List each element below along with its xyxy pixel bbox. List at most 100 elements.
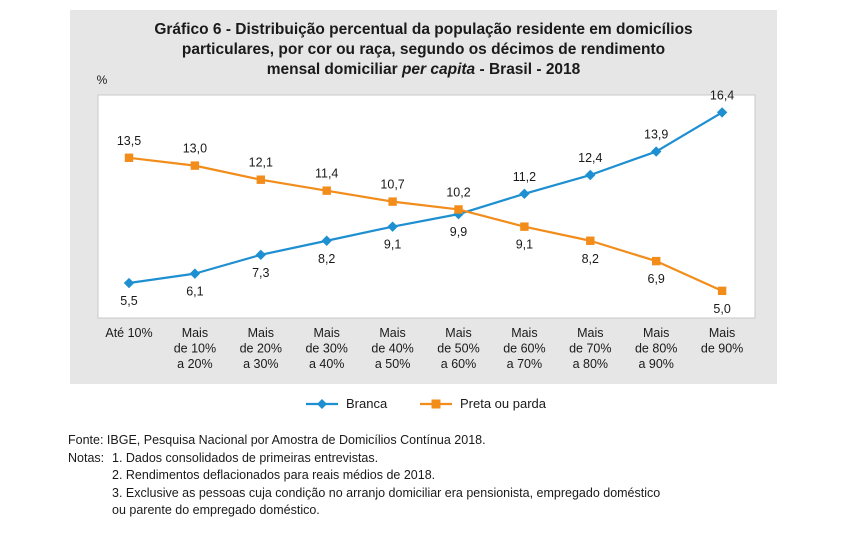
data-point-preta-ou-parda — [256, 175, 265, 184]
x-tick-label-line: Até 10% — [105, 326, 152, 340]
legend-swatch — [306, 398, 338, 409]
x-tick-label-line: a 40% — [309, 357, 344, 371]
data-label-branca: 13,9 — [644, 128, 668, 142]
data-label-preta-ou-parda: 10,2 — [446, 185, 470, 199]
legend-label: Branca — [346, 396, 388, 411]
data-point-preta-ou-parda — [520, 222, 529, 231]
x-tick-label-line: Mais — [511, 326, 537, 340]
x-tick-label-line: Mais — [313, 326, 339, 340]
data-point-preta-ou-parda — [652, 256, 661, 266]
legend-label: Preta ou parda — [460, 396, 547, 411]
legend-item-branca: Branca — [306, 396, 387, 411]
x-tick-label-line: Mais — [248, 326, 274, 340]
line-chart: %Até 10% Mais de 10% a 20%Mais de 20% a 30%Ma… — [97, 73, 756, 371]
x-tick-label-line: a 90% — [638, 357, 673, 371]
title-text: - Brasil - 2018 — [475, 61, 581, 78]
data-point-branca — [453, 208, 464, 220]
data-point-branca — [519, 188, 530, 199]
notes-label: Notas: — [68, 450, 105, 465]
data-point-preta-ou-parda — [124, 153, 134, 162]
x-tick-label: Mais de 80% a 90% — [635, 326, 677, 371]
chart-title-line-1: Gráfico 6 - Distribuição percentual da p… — [154, 21, 693, 38]
data-point-branca — [189, 268, 201, 279]
x-tick-label-line: a 30% — [243, 357, 278, 371]
x-tick-label-line: a 20% — [177, 357, 212, 371]
x-tick-label-line: de 80% — [635, 342, 677, 356]
data-point-preta-ou-parda — [454, 205, 463, 214]
title-text: mensal domiciliar — [266, 61, 402, 78]
source-notes: Fonte: IBGE, Pesquisa Nacional por Amost… — [68, 432, 768, 520]
x-tick-label-line: de 40% — [371, 342, 413, 356]
note-row: Notas: 1. Dados consolidados de primeira… — [68, 450, 768, 468]
note-3: 3. Exclusive as pessoas cuja condição no… — [112, 485, 661, 500]
note-3-continued: ou parente do empregado doméstico. — [112, 503, 320, 517]
x-tick-label-line: Mais — [379, 326, 405, 340]
x-tick-label: Mais de 20% a 30% — [240, 326, 282, 371]
x-tick-label-line: de 90% — [701, 342, 743, 356]
data-point-preta-ou-parda — [717, 286, 727, 296]
data-label-preta-ou-parda: 5,0 — [713, 302, 730, 316]
legend-swatch — [420, 399, 452, 408]
data-label-preta-ou-parda: 8,2 — [582, 252, 599, 266]
data-label-branca: 9,9 — [450, 225, 467, 239]
data-point-preta-ou-parda — [322, 186, 331, 195]
x-tick-label-line: a 70% — [507, 357, 542, 371]
x-tick-label-line: de 50% — [437, 342, 479, 356]
x-tick-label-line: a 80% — [573, 357, 608, 371]
chart-title-line-2: particulares, por cor ou raça, segundo o… — [181, 41, 666, 58]
series-line-branca — [128, 111, 723, 285]
x-tick-label-line: Mais — [709, 326, 735, 340]
x-tick-label-line: de 60% — [503, 342, 545, 356]
note-1: 1. Dados consolidados de primeiras entre… — [112, 450, 379, 465]
x-tick-label-line: de 10% — [174, 342, 216, 356]
data-label-branca: 5,5 — [120, 294, 137, 308]
data-point-branca — [387, 221, 398, 232]
source-line: Fonte: IBGE, Pesquisa Nacional por Amost… — [68, 433, 486, 447]
data-label-branca: 7,3 — [252, 266, 269, 280]
data-label-branca: 16,4 — [710, 88, 734, 102]
data-point-branca — [321, 235, 332, 246]
data-point-branca — [123, 277, 135, 289]
y-axis-label: % — [97, 73, 108, 87]
x-tick-label-line: Mais — [643, 326, 669, 340]
legend-item-preta-ou-parda: Preta ou parda — [420, 396, 546, 411]
data-label-branca: 12,4 — [578, 151, 602, 165]
data-label-branca: 6,1 — [186, 285, 203, 299]
x-tick-label-line: a 50% — [375, 357, 410, 371]
data-point-preta-ou-parda — [586, 236, 595, 245]
x-tick-label-line: de 20% — [240, 342, 282, 356]
data-label-preta-ou-parda: 12,1 — [249, 156, 273, 170]
data-point-branca — [651, 146, 662, 157]
data-label-branca: 9,1 — [384, 238, 401, 252]
x-tick-label-line: a 60% — [441, 357, 476, 371]
x-tick-label-line: de 70% — [569, 342, 611, 356]
chart-title: Gráfico 6 - Distribuição percentual da p… — [70, 20, 777, 80]
x-tick-label-line: Mais — [577, 326, 603, 340]
x-tick-label: Mais de 10% a 20% — [174, 326, 216, 371]
chart-legend: Branca Preta ou parda — [0, 396, 850, 418]
x-tick-label: Até 10% — [105, 326, 152, 340]
data-point-preta-ou-parda — [190, 161, 200, 170]
series-line-preta-ou-parda — [128, 156, 723, 292]
data-label-preta-ou-parda: 9,1 — [516, 238, 533, 252]
x-tick-label: Mais de 90% — [701, 326, 743, 356]
data-label-preta-ou-parda: 6,9 — [648, 272, 665, 286]
data-point-branca — [585, 169, 596, 181]
data-label-branca: 8,2 — [318, 252, 335, 266]
chart-title-line-3: mensal domiciliar per capita - Brasil - … — [70, 60, 777, 80]
data-point-branca — [255, 249, 266, 261]
x-tick-label: Mais de 70% a 80% — [569, 326, 611, 371]
x-tick-label: Mais de 50% a 60% — [437, 326, 479, 371]
note-2: 2. Rendimentos deflacionados para reais … — [112, 468, 436, 482]
title-italic-text: per capita — [401, 61, 476, 78]
x-tick-label: Mais de 60% a 70% — [503, 326, 545, 371]
data-label-preta-ou-parda: 11,4 — [315, 167, 338, 181]
data-label-preta-ou-parda: 13,5 — [117, 134, 141, 148]
data-label-branca: 11,2 — [513, 170, 536, 184]
data-point-preta-ou-parda — [388, 197, 397, 206]
data-point-branca — [716, 107, 728, 118]
x-tick-label: Mais de 30% a 40% — [305, 326, 347, 371]
x-tick-label-line: de 30% — [305, 342, 347, 356]
data-label-preta-ou-parda: 10,7 — [380, 178, 404, 192]
legend-swatch-marker — [317, 398, 327, 409]
